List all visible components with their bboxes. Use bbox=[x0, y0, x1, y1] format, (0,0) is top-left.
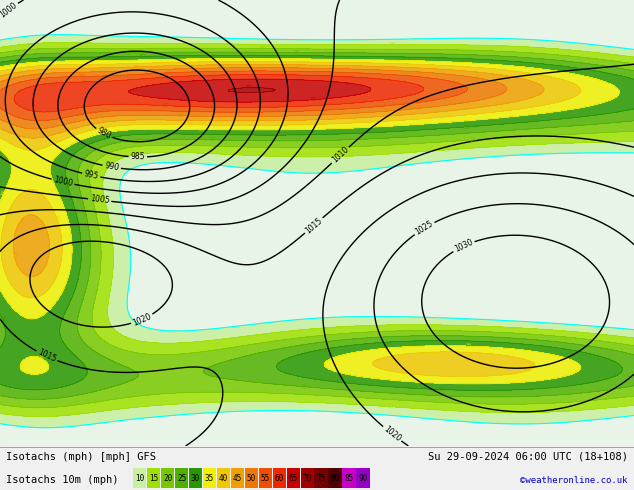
Text: 35: 35 bbox=[0, 188, 8, 197]
Text: Su 29-09-2024 06:00 UTC (18+108): Su 29-09-2024 06:00 UTC (18+108) bbox=[428, 452, 628, 462]
Text: 1005: 1005 bbox=[89, 195, 110, 206]
Text: 75: 75 bbox=[316, 474, 326, 483]
FancyBboxPatch shape bbox=[231, 468, 244, 488]
Text: 990: 990 bbox=[104, 161, 120, 172]
Text: 35: 35 bbox=[36, 354, 45, 362]
Text: 1010: 1010 bbox=[330, 145, 351, 165]
Text: ©weatheronline.co.uk: ©weatheronline.co.uk bbox=[520, 476, 628, 485]
FancyBboxPatch shape bbox=[342, 468, 356, 488]
Text: 85: 85 bbox=[344, 474, 354, 483]
Text: 1020: 1020 bbox=[382, 424, 403, 443]
Text: 45: 45 bbox=[11, 251, 17, 259]
Text: 45: 45 bbox=[132, 64, 139, 70]
Text: 80: 80 bbox=[330, 474, 340, 483]
Text: 35: 35 bbox=[465, 343, 472, 349]
Text: 50: 50 bbox=[176, 113, 184, 119]
Text: 65: 65 bbox=[310, 97, 318, 102]
Text: 20: 20 bbox=[259, 46, 267, 51]
Text: 30: 30 bbox=[0, 315, 6, 324]
FancyBboxPatch shape bbox=[259, 468, 272, 488]
Text: 45: 45 bbox=[233, 474, 242, 483]
Text: 1015: 1015 bbox=[304, 216, 324, 235]
Text: 20: 20 bbox=[163, 474, 172, 483]
FancyBboxPatch shape bbox=[287, 468, 300, 488]
Text: 35: 35 bbox=[197, 127, 205, 132]
Text: Isotachs 10m (mph): Isotachs 10m (mph) bbox=[6, 475, 119, 485]
Text: 10: 10 bbox=[135, 474, 145, 483]
FancyBboxPatch shape bbox=[301, 468, 314, 488]
Text: 40: 40 bbox=[53, 213, 60, 222]
Text: 70: 70 bbox=[302, 474, 312, 483]
FancyBboxPatch shape bbox=[356, 468, 370, 488]
Text: 20: 20 bbox=[469, 137, 477, 143]
Text: 15: 15 bbox=[149, 474, 158, 483]
Text: 1000: 1000 bbox=[53, 175, 74, 189]
Text: 60: 60 bbox=[275, 474, 284, 483]
FancyBboxPatch shape bbox=[189, 468, 202, 488]
FancyBboxPatch shape bbox=[328, 468, 342, 488]
Text: 35: 35 bbox=[205, 474, 214, 483]
Text: 40: 40 bbox=[187, 122, 195, 127]
Text: 995: 995 bbox=[83, 170, 100, 181]
Text: 25: 25 bbox=[293, 50, 301, 55]
Text: 65: 65 bbox=[288, 474, 298, 483]
Text: 15: 15 bbox=[386, 404, 394, 410]
Text: Isotachs (mph) [mph] GFS: Isotachs (mph) [mph] GFS bbox=[6, 452, 157, 462]
Text: 10: 10 bbox=[108, 418, 117, 424]
Text: 25: 25 bbox=[177, 474, 186, 483]
FancyBboxPatch shape bbox=[147, 468, 160, 488]
Text: 55: 55 bbox=[79, 74, 87, 79]
Text: 980: 980 bbox=[95, 126, 112, 141]
Text: 70: 70 bbox=[244, 85, 252, 90]
Text: 985: 985 bbox=[131, 152, 145, 162]
Text: 1030: 1030 bbox=[453, 238, 474, 254]
FancyBboxPatch shape bbox=[203, 468, 216, 488]
Text: 10: 10 bbox=[405, 36, 413, 42]
Text: 15: 15 bbox=[389, 42, 396, 48]
Text: 90: 90 bbox=[358, 474, 368, 483]
FancyBboxPatch shape bbox=[133, 468, 146, 488]
Text: 25: 25 bbox=[299, 384, 307, 390]
Text: 30: 30 bbox=[437, 387, 445, 392]
FancyBboxPatch shape bbox=[245, 468, 258, 488]
Text: 15: 15 bbox=[443, 147, 451, 152]
FancyBboxPatch shape bbox=[161, 468, 174, 488]
Text: 1000: 1000 bbox=[0, 0, 19, 20]
Text: 40: 40 bbox=[219, 474, 228, 483]
Text: 1015: 1015 bbox=[36, 348, 57, 365]
FancyBboxPatch shape bbox=[273, 468, 286, 488]
Text: 10: 10 bbox=[433, 315, 441, 320]
FancyBboxPatch shape bbox=[0, 0, 634, 446]
Text: 40: 40 bbox=[484, 373, 492, 379]
Text: 60: 60 bbox=[162, 103, 169, 108]
Text: 20: 20 bbox=[93, 399, 102, 405]
Text: 1025: 1025 bbox=[414, 220, 435, 237]
FancyBboxPatch shape bbox=[217, 468, 230, 488]
FancyBboxPatch shape bbox=[314, 468, 328, 488]
Text: 30: 30 bbox=[191, 474, 200, 483]
FancyBboxPatch shape bbox=[175, 468, 188, 488]
Text: 1020: 1020 bbox=[131, 312, 153, 327]
Text: 50: 50 bbox=[247, 474, 256, 483]
Text: 30: 30 bbox=[138, 54, 146, 59]
Text: 55: 55 bbox=[261, 474, 270, 483]
Text: 25: 25 bbox=[208, 137, 216, 143]
Text: 30: 30 bbox=[462, 124, 470, 129]
